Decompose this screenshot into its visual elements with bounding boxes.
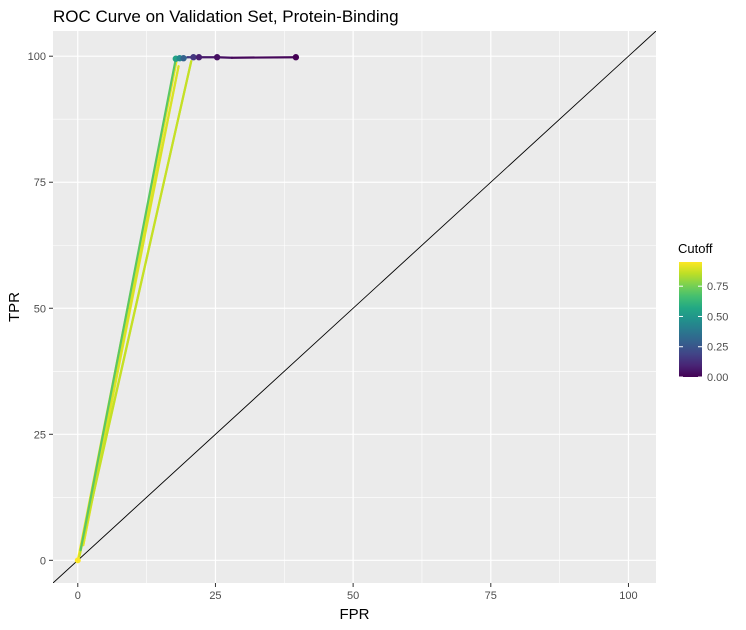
x-tick-label: 25: [209, 590, 221, 602]
roc-segment: [79, 60, 193, 552]
colorbar-tick-label: 0.25: [707, 342, 728, 354]
roc-point: [74, 557, 81, 564]
roc-point: [180, 55, 187, 62]
y-axis: 0 25 50 75 100: [28, 51, 53, 567]
major-gridlines: [53, 31, 656, 583]
colorbar: [679, 262, 702, 377]
x-axis: 0 25 50 75 100: [75, 583, 638, 602]
roc-point: [213, 54, 221, 61]
colorbar-tick-label: 0.75: [707, 281, 728, 293]
y-tick-label: 25: [34, 429, 46, 441]
x-tick-label: 100: [619, 590, 637, 602]
x-tick-label: 0: [75, 590, 81, 602]
colorbar-tick-label: 0.00: [707, 372, 728, 384]
roc-markers: [74, 54, 300, 564]
colorbar-ticks: 0.00 0.25 0.50 0.75: [679, 281, 728, 384]
x-axis-title: FPR: [340, 606, 370, 623]
y-axis-title: TPR: [6, 292, 23, 322]
chart-title: ROC Curve on Validation Set, Protein-Bin…: [53, 7, 399, 26]
roc-point: [195, 54, 203, 61]
y-tick-label: 100: [28, 51, 46, 63]
roc-series: [76, 56, 297, 562]
x-tick-label: 75: [485, 590, 497, 602]
legend-title: Cutoff: [678, 241, 713, 256]
minor-gridlines: [53, 31, 656, 583]
reference-diagonal: [53, 31, 656, 583]
x-tick-label: 50: [347, 590, 359, 602]
colorbar-tick-label: 0.50: [707, 311, 728, 323]
roc-point: [292, 54, 300, 61]
roc-segment: [79, 57, 177, 552]
y-tick-label: 50: [34, 303, 46, 315]
y-tick-label: 75: [34, 177, 46, 189]
y-tick-label: 0: [40, 555, 46, 567]
legend: Cutoff 0.00 0.25 0.50 0.75: [678, 241, 728, 384]
roc-point: [190, 54, 197, 61]
roc-segment: [230, 56, 297, 59]
